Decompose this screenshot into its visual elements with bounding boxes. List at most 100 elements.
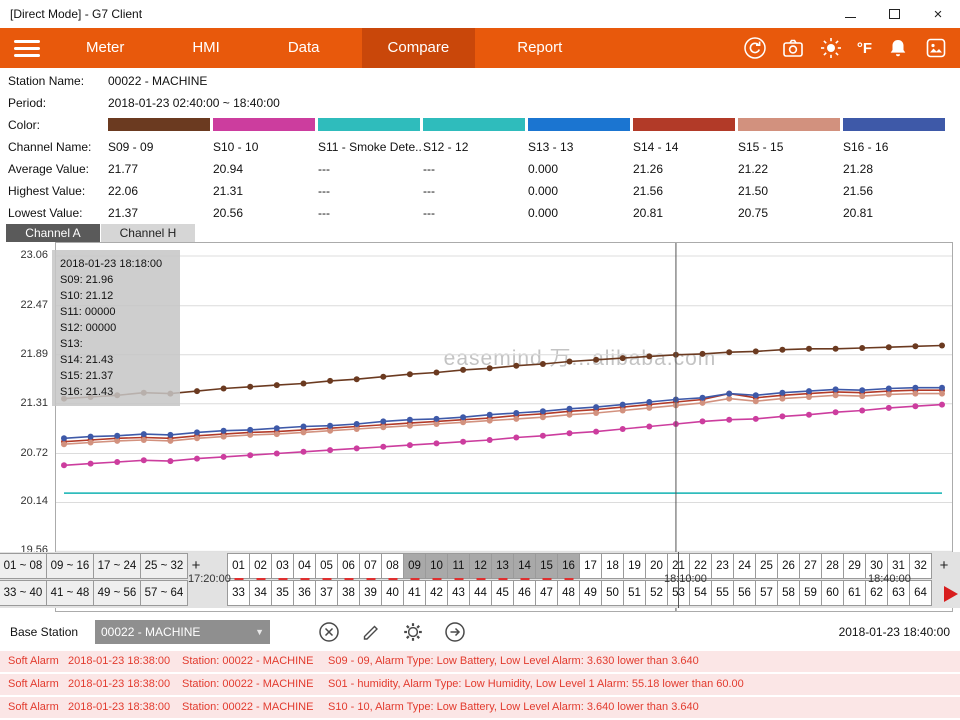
- channel-cell-46[interactable]: 46: [513, 580, 536, 606]
- channel-cell-03[interactable]: 03: [271, 553, 294, 579]
- channel-cell-15[interactable]: 15: [535, 553, 558, 579]
- nav-tab-report[interactable]: Report: [491, 28, 588, 68]
- channel-group[interactable]: 17 ~ 24: [93, 553, 141, 579]
- tab-channel-h[interactable]: Channel H: [101, 224, 195, 242]
- channel-cell-26[interactable]: 26: [777, 553, 800, 579]
- base-station-select[interactable]: 00022 - MACHINE ▼: [95, 620, 270, 644]
- channel-cells-bottom: 3334353637383940414243444546474849505152…: [228, 580, 932, 606]
- channel-cell-06[interactable]: 06: [337, 553, 360, 579]
- alarm-row[interactable]: Soft Alarm2018-01-23 18:38:00Station: 00…: [0, 651, 960, 672]
- channel-cell-18[interactable]: 18: [601, 553, 624, 579]
- channel-cell-64[interactable]: 64: [909, 580, 932, 606]
- next-arrow-icon[interactable]: [944, 586, 958, 602]
- lowest-value: 20.56: [213, 202, 318, 224]
- lowest-values: 21.3720.56------0.00020.8120.7520.81: [108, 202, 948, 224]
- channel-cell-58[interactable]: 58: [777, 580, 800, 606]
- sync-icon[interactable]: [743, 36, 767, 60]
- nav-tab-compare[interactable]: Compare: [362, 28, 476, 68]
- channel-cell-02[interactable]: 02: [249, 553, 272, 579]
- channel-cell-24[interactable]: 24: [733, 553, 756, 579]
- channel-cell-07[interactable]: 07: [359, 553, 382, 579]
- x-tick-label: 18:40:00: [868, 573, 911, 585]
- channel-cell-08[interactable]: 08: [381, 553, 404, 579]
- channel-cell-28[interactable]: 28: [821, 553, 844, 579]
- alarm-mark: [476, 578, 485, 580]
- channel-cell-12[interactable]: 12: [469, 553, 492, 579]
- channel-cell-25[interactable]: 25: [755, 553, 778, 579]
- channel-group[interactable]: 49 ~ 56: [93, 580, 141, 606]
- channel-cell-32[interactable]: 32: [909, 553, 932, 579]
- alarm-bell-icon[interactable]: [886, 36, 910, 60]
- settings-icon[interactable]: [402, 621, 424, 643]
- channel-cell-41[interactable]: 41: [403, 580, 426, 606]
- channel-cell-59[interactable]: 59: [799, 580, 822, 606]
- alarm-mark: [564, 578, 573, 580]
- channel-cell-42[interactable]: 42: [425, 580, 448, 606]
- channel-cell-34[interactable]: 34: [249, 580, 272, 606]
- menu-icon[interactable]: [14, 36, 40, 61]
- channel-group[interactable]: 25 ~ 32: [140, 553, 188, 579]
- channel-cell-27[interactable]: 27: [799, 553, 822, 579]
- channel-cell-56[interactable]: 56: [733, 580, 756, 606]
- alarm-row[interactable]: Soft Alarm2018-01-23 18:38:00Station: 00…: [0, 697, 960, 718]
- alarm-mark: [432, 578, 441, 580]
- channel-cell-19[interactable]: 19: [623, 553, 646, 579]
- channel-cell-05[interactable]: 05: [315, 553, 338, 579]
- channel-cell-43[interactable]: 43: [447, 580, 470, 606]
- zoom-in-right-button[interactable]: +: [934, 553, 954, 579]
- lowest-value: ---: [423, 202, 528, 224]
- channel-cell-50[interactable]: 50: [601, 580, 624, 606]
- camera-icon[interactable]: [781, 36, 805, 60]
- minimize-button[interactable]: [828, 0, 872, 28]
- tab-channel-a[interactable]: Channel A: [6, 224, 100, 242]
- channel-group[interactable]: 09 ~ 16: [46, 553, 94, 579]
- channel-cell-45[interactable]: 45: [491, 580, 514, 606]
- channel-cell-16[interactable]: 16: [557, 553, 580, 579]
- channel-cell-14[interactable]: 14: [513, 553, 536, 579]
- channel-group[interactable]: 57 ~ 64: [140, 580, 188, 606]
- cancel-icon[interactable]: [318, 621, 340, 643]
- lowest-label: Lowest Value:: [0, 202, 108, 224]
- channel-cell-40[interactable]: 40: [381, 580, 404, 606]
- channel-cell-13[interactable]: 13: [491, 553, 514, 579]
- channel-cell-10[interactable]: 10: [425, 553, 448, 579]
- channel-cell-60[interactable]: 60: [821, 580, 844, 606]
- edit-icon[interactable]: [360, 621, 382, 643]
- channel-cell-47[interactable]: 47: [535, 580, 558, 606]
- lowest-value: 21.37: [108, 202, 213, 224]
- channel-cell-17[interactable]: 17: [579, 553, 602, 579]
- nav-tab-meter[interactable]: Meter: [60, 28, 150, 68]
- channel-cell-11[interactable]: 11: [447, 553, 470, 579]
- channel-cell-35[interactable]: 35: [271, 580, 294, 606]
- channel-groups-bottom: 33 ~ 4041 ~ 4849 ~ 5657 ~ 64: [0, 580, 188, 606]
- nav-tab-data[interactable]: Data: [262, 28, 346, 68]
- channel-cell-36[interactable]: 36: [293, 580, 316, 606]
- channel-cell-48[interactable]: 48: [557, 580, 580, 606]
- highest-value: 21.31: [213, 180, 318, 202]
- channel-group[interactable]: 01 ~ 08: [0, 553, 47, 579]
- channel-cell-61[interactable]: 61: [843, 580, 866, 606]
- channel-cell-39[interactable]: 39: [359, 580, 382, 606]
- brightness-icon[interactable]: [819, 36, 843, 60]
- channel-cell-29[interactable]: 29: [843, 553, 866, 579]
- channel-cell-38[interactable]: 38: [337, 580, 360, 606]
- image-icon[interactable]: [924, 36, 948, 60]
- channel-cell-55[interactable]: 55: [711, 580, 734, 606]
- channel-cell-09[interactable]: 09: [403, 553, 426, 579]
- channel-cell-51[interactable]: 51: [623, 580, 646, 606]
- alarm-row[interactable]: Soft Alarm2018-01-23 18:38:00Station: 00…: [0, 674, 960, 695]
- color-swatch: [843, 118, 945, 131]
- maximize-button[interactable]: [872, 0, 916, 28]
- channel-cell-04[interactable]: 04: [293, 553, 316, 579]
- channel-cell-49[interactable]: 49: [579, 580, 602, 606]
- channel-group[interactable]: 41 ~ 48: [46, 580, 94, 606]
- channel-cell-23[interactable]: 23: [711, 553, 734, 579]
- channel-cell-37[interactable]: 37: [315, 580, 338, 606]
- channel-cell-44[interactable]: 44: [469, 580, 492, 606]
- close-button[interactable]: ×: [916, 0, 960, 28]
- nav-tab-hmi[interactable]: HMI: [166, 28, 246, 68]
- go-icon[interactable]: [444, 621, 466, 643]
- channel-cell-57[interactable]: 57: [755, 580, 778, 606]
- fahrenheit-toggle[interactable]: °F: [857, 40, 872, 57]
- channel-group[interactable]: 33 ~ 40: [0, 580, 47, 606]
